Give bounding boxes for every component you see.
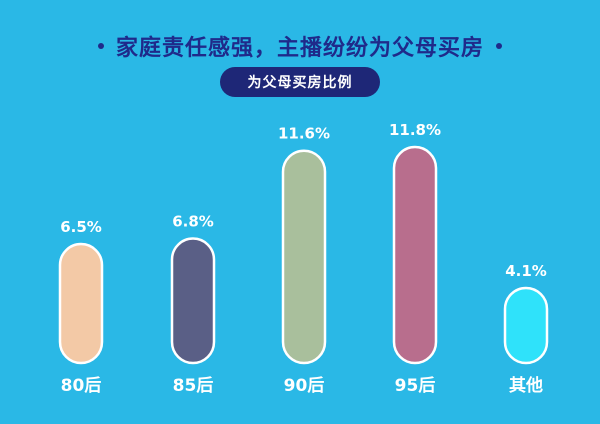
bar-4 — [503, 286, 549, 365]
bar-3 — [392, 145, 438, 365]
page-title: 家庭责任感强，主播纷纷为父母买房 — [115, 36, 484, 61]
bar-2 — [281, 149, 327, 365]
value-label-1: 6.8% — [172, 213, 214, 231]
bar-1 — [170, 237, 216, 365]
category-label-1: 85后 — [173, 376, 214, 396]
category-label-2: 90后 — [284, 376, 325, 396]
bar-0 — [58, 242, 104, 365]
category-label-0: 80后 — [61, 376, 102, 396]
value-label-2: 11.6% — [278, 125, 330, 143]
value-label-4: 4.1% — [505, 262, 547, 280]
value-label-0: 6.5% — [60, 218, 102, 236]
chart-subtitle-pill: 为父母买房比例 — [220, 67, 380, 97]
category-label-4: 其他 — [509, 375, 543, 396]
value-label-3: 11.8% — [389, 121, 441, 139]
title-dot-left — [97, 43, 104, 49]
title-row: 家庭责任感强，主播纷纷为父母买房 — [0, 30, 600, 62]
title-dot-right — [496, 43, 502, 49]
category-label-3: 95后 — [395, 376, 436, 396]
